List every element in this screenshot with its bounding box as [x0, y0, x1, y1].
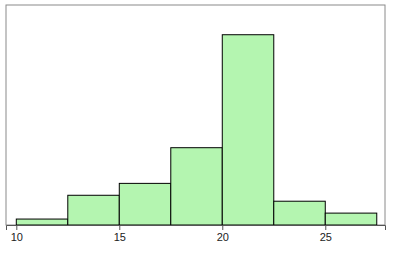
x-tick-label: 15 [114, 231, 126, 243]
x-tick-mark [222, 225, 223, 230]
histogram-bar [171, 148, 222, 225]
x-tick-label: 25 [320, 231, 332, 243]
histogram-bar [222, 35, 273, 225]
histogram-bar [68, 195, 119, 225]
x-tick-mark [16, 225, 17, 230]
x-tick: 25 [320, 225, 332, 243]
x-tick: 20 [217, 225, 229, 243]
x-axis: 10 15 20 25 [7, 225, 386, 243]
chart: 10 15 20 25 [0, 0, 397, 276]
histogram-bar [274, 201, 325, 225]
x-tick: 10 [11, 225, 23, 243]
plot-frame [6, 5, 385, 225]
x-tick-label: 20 [217, 231, 229, 243]
x-tick-mark [325, 225, 326, 230]
x-tick: 15 [114, 225, 126, 243]
x-tick-label: 10 [11, 231, 23, 243]
x-tick-mark [119, 225, 120, 230]
bars [16, 35, 376, 225]
x-axis-line [7, 226, 386, 231]
histogram-bar [325, 213, 376, 225]
histogram-bar [119, 183, 170, 225]
histogram-bar [16, 219, 67, 225]
